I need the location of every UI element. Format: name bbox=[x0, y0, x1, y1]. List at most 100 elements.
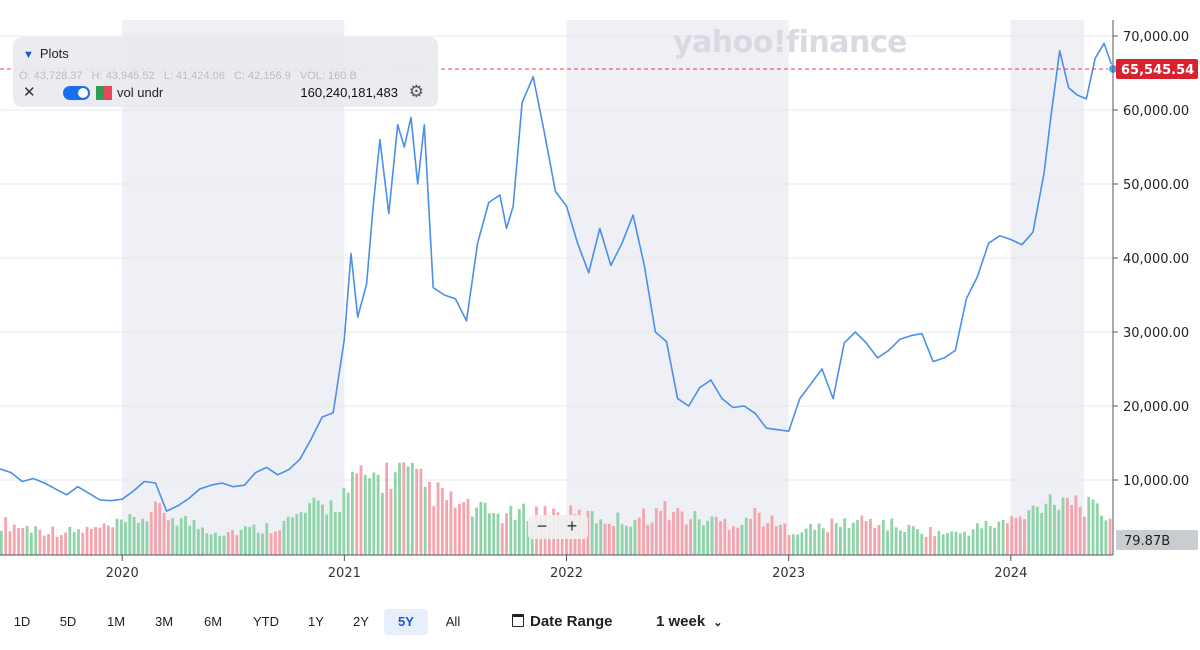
volume-bar bbox=[303, 512, 307, 555]
volume-bar bbox=[325, 514, 329, 555]
volume-bar bbox=[1053, 504, 1056, 555]
volume-bar bbox=[582, 523, 585, 555]
volume-bar bbox=[124, 522, 127, 555]
x-axis: 2020 2021 2022 2023 2024 bbox=[106, 555, 1027, 581]
volume-bar bbox=[77, 529, 80, 555]
volume-bar bbox=[941, 534, 945, 555]
volume-bar bbox=[813, 529, 817, 555]
range-2y-button[interactable]: 2Y bbox=[353, 614, 369, 629]
volume-bar bbox=[64, 532, 68, 555]
volume-bar bbox=[85, 526, 89, 555]
plots-panel-header[interactable]: ▼ Plots bbox=[23, 46, 69, 61]
volume-bar bbox=[967, 535, 971, 555]
volume-bar bbox=[697, 519, 701, 555]
volume-bar bbox=[380, 492, 384, 555]
volume-bar bbox=[1014, 518, 1018, 555]
volume-bar bbox=[1040, 513, 1044, 555]
volume-bar bbox=[483, 502, 487, 555]
volume-bar bbox=[898, 530, 902, 555]
volume-bar bbox=[1018, 516, 1022, 555]
volume-bar bbox=[278, 530, 282, 555]
date-range-button[interactable]: Date Range bbox=[512, 609, 613, 635]
volume-bar bbox=[398, 462, 401, 555]
close-value: C: 42,156.9 bbox=[233, 70, 291, 82]
volume-bar bbox=[42, 535, 46, 555]
volume-bar bbox=[492, 513, 496, 555]
range-6m-button[interactable]: 6M bbox=[203, 614, 223, 629]
range-3m-button[interactable]: 3M bbox=[154, 614, 174, 629]
volume-bar bbox=[650, 522, 654, 555]
range-toolbar: 1D 5D 1M 3M 6M YTD 1Y 2Y 5Y All Date Ran… bbox=[0, 605, 1200, 635]
volume-bar bbox=[864, 521, 868, 555]
volume-bar bbox=[766, 523, 770, 555]
volume-bar bbox=[839, 526, 842, 555]
volume-bar bbox=[509, 506, 513, 555]
volume-bar bbox=[4, 517, 8, 555]
volume-bar bbox=[522, 503, 526, 555]
range-ytd-button[interactable]: YTD bbox=[253, 614, 279, 629]
volume-bar bbox=[342, 487, 346, 555]
volume-bar bbox=[796, 534, 800, 555]
volume-bar bbox=[175, 525, 179, 555]
gear-icon[interactable]: ⚙ bbox=[408, 82, 424, 101]
zoom-out-button[interactable]: − bbox=[536, 516, 548, 536]
volume-bar bbox=[269, 533, 273, 555]
volume-bar bbox=[282, 520, 286, 555]
volume-bar bbox=[17, 528, 20, 555]
zoom-controls: − + bbox=[528, 515, 588, 539]
close-icon[interactable]: ✕ bbox=[23, 84, 36, 101]
volume-bar bbox=[214, 532, 217, 555]
volume-bar bbox=[646, 524, 650, 555]
range-all-button[interactable]: All bbox=[445, 614, 461, 629]
volume-bar bbox=[466, 498, 470, 555]
volume-bar bbox=[946, 533, 949, 555]
y-tick-label: 10,000.00 bbox=[1123, 474, 1189, 489]
volume-bar bbox=[817, 523, 821, 555]
volume-bar bbox=[642, 508, 645, 555]
volume-bar bbox=[0, 530, 3, 555]
volume-bar bbox=[744, 517, 748, 555]
range-5y-button[interactable]: 5Y bbox=[384, 609, 428, 635]
ohlc-readout: O: 43,728.37 H: 43,945.52 L: 41,424.06 C… bbox=[19, 70, 429, 82]
range-1d-button[interactable]: 1D bbox=[13, 614, 31, 629]
volume-bar bbox=[997, 521, 1001, 555]
volume-bar bbox=[94, 527, 97, 555]
volume-bar bbox=[154, 501, 157, 555]
volume-bar bbox=[1031, 505, 1035, 555]
volume-tag: 79.87B bbox=[1116, 530, 1198, 550]
volume-bar bbox=[753, 507, 757, 555]
volume-bar bbox=[1061, 497, 1065, 555]
interval-dropdown[interactable]: 1 week ⌄ bbox=[656, 609, 722, 635]
volume-bar bbox=[903, 531, 907, 555]
range-1m-button[interactable]: 1M bbox=[106, 614, 126, 629]
zoom-in-button[interactable]: + bbox=[566, 516, 578, 536]
color-swatch-icon[interactable] bbox=[96, 86, 112, 100]
volume-bar bbox=[1065, 497, 1069, 555]
volume-bar bbox=[950, 531, 954, 555]
volume-bar bbox=[316, 500, 320, 555]
volume-bar bbox=[783, 523, 787, 555]
volume-bar bbox=[248, 526, 252, 555]
range-5d-button[interactable]: 5D bbox=[59, 614, 77, 629]
volume-bar bbox=[222, 535, 226, 555]
plots-panel: ▼ Plots O: 43,728.37 H: 43,945.52 L: 41,4… bbox=[13, 37, 438, 107]
volume-bar bbox=[385, 462, 389, 555]
volume-bar bbox=[8, 531, 12, 555]
volume-bar bbox=[595, 523, 598, 555]
volume-bar bbox=[916, 529, 919, 555]
volume-bar bbox=[624, 525, 628, 555]
volume-bar bbox=[881, 520, 885, 555]
volume-bar bbox=[355, 473, 359, 555]
volume-bar bbox=[479, 501, 483, 555]
volume-bar bbox=[599, 519, 603, 555]
volume-bar bbox=[475, 507, 478, 555]
range-1y-button[interactable]: 1Y bbox=[308, 614, 324, 629]
volume-bar bbox=[684, 524, 688, 555]
collapse-triangle-icon[interactable]: ▼ bbox=[23, 49, 34, 61]
visibility-toggle[interactable] bbox=[63, 86, 90, 100]
year-band bbox=[122, 20, 345, 555]
volume-bar bbox=[976, 523, 979, 555]
x-tick-label: 2020 bbox=[106, 566, 139, 581]
volume-bar bbox=[672, 511, 675, 555]
